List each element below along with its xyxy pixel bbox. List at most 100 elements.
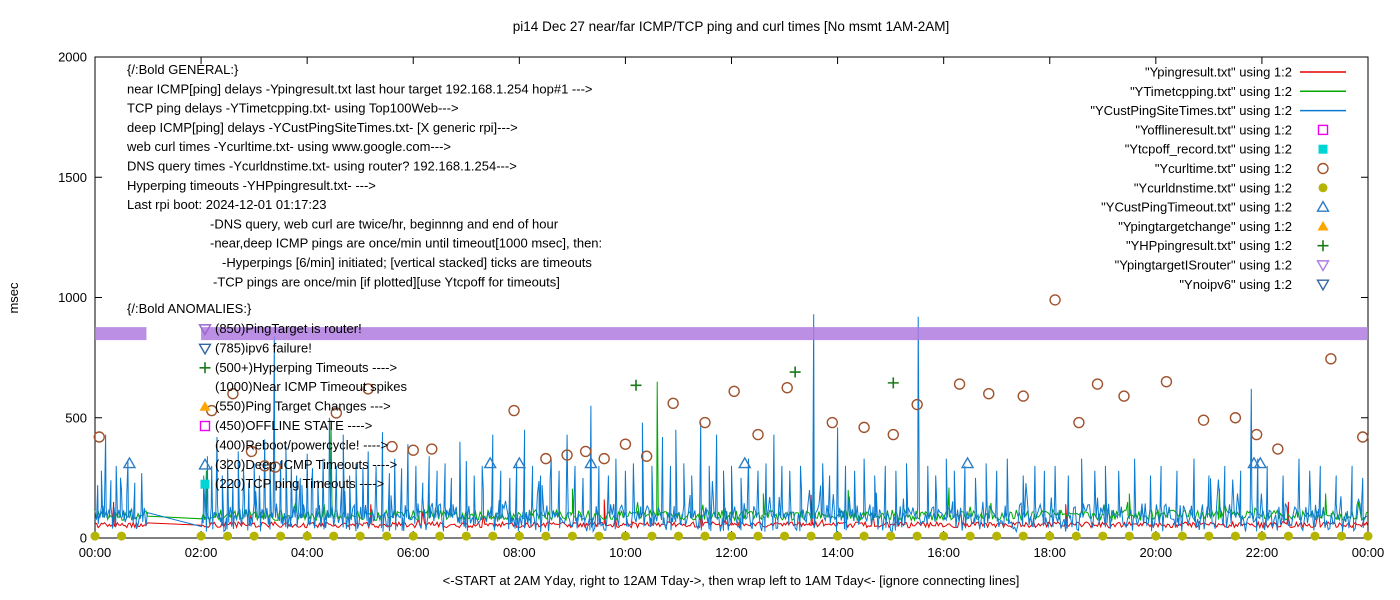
circle-open-icon	[386, 440, 398, 453]
circle-filled-icon	[886, 531, 896, 541]
legend-label: "Ytcpoff_record.txt" using 1:2	[1125, 142, 1292, 157]
circle-open-icon	[259, 460, 271, 472]
circle-open-icon	[667, 397, 679, 410]
y-tick-label: 0	[80, 531, 87, 546]
plus-icon	[630, 379, 642, 391]
circle-open-icon	[781, 381, 793, 394]
x-tick-label: 20:00	[1140, 545, 1173, 560]
circle-open-icon	[983, 388, 995, 400]
circle-filled-icon	[567, 531, 577, 541]
circle-filled-icon	[1098, 531, 1108, 541]
circle-open-icon	[407, 444, 419, 456]
circle-filled-icon	[1204, 531, 1214, 541]
triangle-down-open-icon	[198, 324, 212, 336]
series-YCustPingTimeout	[122, 456, 1268, 469]
triangle-open-icon	[1247, 456, 1261, 469]
circle-open-icon	[426, 443, 438, 455]
circle-filled-icon	[1257, 531, 1267, 541]
x-tick-label: 00:00	[79, 545, 112, 560]
legend-label: "YCustPingTimeout.txt" using 1:2	[1101, 200, 1292, 215]
circle-filled-icon	[329, 531, 339, 541]
square-open-icon	[199, 420, 211, 432]
circle-filled-icon	[302, 531, 312, 541]
circle-open-icon	[1197, 414, 1210, 426]
x-tick-label: 08:00	[503, 545, 536, 560]
circle-filled-icon	[1318, 183, 1328, 193]
series-Ycurldnstime	[90, 531, 1373, 541]
circle-open-icon	[269, 461, 282, 473]
annotation-line: -DNS query, web curl are twice/hr, begin…	[210, 216, 559, 231]
circle-open-icon	[1073, 416, 1085, 429]
triangle-open-icon	[1316, 200, 1330, 212]
circle-open-icon	[911, 398, 923, 411]
annotation-line: -Hyperpings [6/min] initiated; [vertical…	[222, 255, 592, 270]
y-tick-label: 1000	[58, 290, 87, 305]
annotation-line: deep ICMP[ping] delays -YCustPingSiteTim…	[127, 120, 518, 135]
circle-open-icon	[227, 388, 239, 400]
circle-open-icon	[1250, 428, 1263, 441]
annotation-line: DNS query times -Ycurldnstime.txt- using…	[127, 159, 517, 174]
circle-filled-icon	[992, 531, 1002, 541]
triangle-open-icon	[122, 456, 137, 469]
circle-filled-icon	[1018, 531, 1028, 541]
series-Ycurltime	[93, 294, 1369, 473]
circle-filled-icon	[488, 531, 498, 541]
axes: 00:00 02:00 04:00 06:00 08:00 10:00 12:00 14:00…	[58, 50, 1384, 561]
plus-icon	[199, 362, 211, 374]
circle-filled-icon	[727, 531, 736, 541]
anomaly-line: (500+)Hyperping Timeouts ---->	[215, 360, 397, 375]
x-tick-label: 14:00	[821, 545, 854, 560]
circle-filled-icon	[435, 531, 445, 541]
annotation-line: Hyperping timeouts -YHPpingresult.txt- -…	[127, 178, 376, 193]
circle-filled-icon	[461, 531, 471, 541]
annotation-line: -near,deep ICMP pings are once/min until…	[210, 236, 602, 251]
square-filled-icon	[1318, 144, 1328, 154]
series-line	[94, 494, 1369, 530]
circle-filled-icon	[1230, 531, 1240, 541]
circle-filled-icon	[965, 531, 975, 541]
plus-icon	[789, 366, 801, 378]
legend: "Ypingresult.txt" using 1:2 "YTimetcpping…	[1090, 65, 1346, 292]
legend-label: "Ycurldnstime.txt" using 1:2	[1134, 180, 1292, 195]
anomaly-line: (220)TCP ping Timeouts ---->	[215, 476, 384, 491]
x-tick-label: 06:00	[397, 545, 430, 560]
series-Ypingresult	[94, 494, 1369, 530]
circle-filled-icon	[594, 531, 604, 541]
legend-label: "Ycurltime.txt" using 1:2	[1155, 161, 1292, 176]
series-YCustPingSiteTimes	[94, 314, 1369, 534]
anomaly-line: (400)Reboot/powercycle! ---->	[215, 437, 388, 452]
y-tick-label: 2000	[58, 50, 87, 65]
circle-open-icon	[1091, 378, 1104, 390]
circle-open-icon	[1118, 390, 1130, 402]
triangle-down-open-icon	[1316, 279, 1330, 292]
x-tick-label: 02:00	[185, 545, 218, 560]
circle-filled-icon	[753, 531, 763, 541]
annotation-line: near ICMP[ping] delays -Ypingresult.txt …	[127, 81, 593, 96]
circle-filled-icon	[196, 531, 206, 541]
circle-filled-icon	[1310, 531, 1320, 541]
circle-filled-icon	[780, 531, 790, 541]
circle-filled-icon	[355, 531, 365, 541]
circle-open-icon	[1160, 375, 1173, 388]
triangle-open-icon	[738, 456, 752, 469]
triangle-open-icon	[483, 456, 497, 469]
circle-filled-icon	[382, 531, 392, 541]
circle-filled-icon	[833, 531, 843, 541]
triangle-open-icon	[960, 456, 975, 469]
circle-filled-icon	[700, 531, 710, 541]
circle-filled-icon	[1124, 531, 1134, 541]
triangle-open-icon	[584, 456, 598, 469]
circle-filled-icon	[249, 531, 259, 541]
circle-filled-icon	[1071, 531, 1081, 541]
anomaly-annotations: {/:Bold ANOMALIES:} (850)PingTarget is ro…	[127, 301, 407, 491]
circle-filled-icon	[673, 531, 683, 541]
circle-open-icon	[579, 445, 592, 458]
anomalies-header: {/:Bold ANOMALIES:}	[127, 301, 252, 316]
circle-filled-icon	[1283, 531, 1293, 541]
circle-open-icon	[1356, 431, 1369, 443]
circle-filled-icon	[939, 531, 949, 541]
circle-filled-icon	[408, 531, 418, 541]
circle-open-icon	[598, 452, 610, 465]
